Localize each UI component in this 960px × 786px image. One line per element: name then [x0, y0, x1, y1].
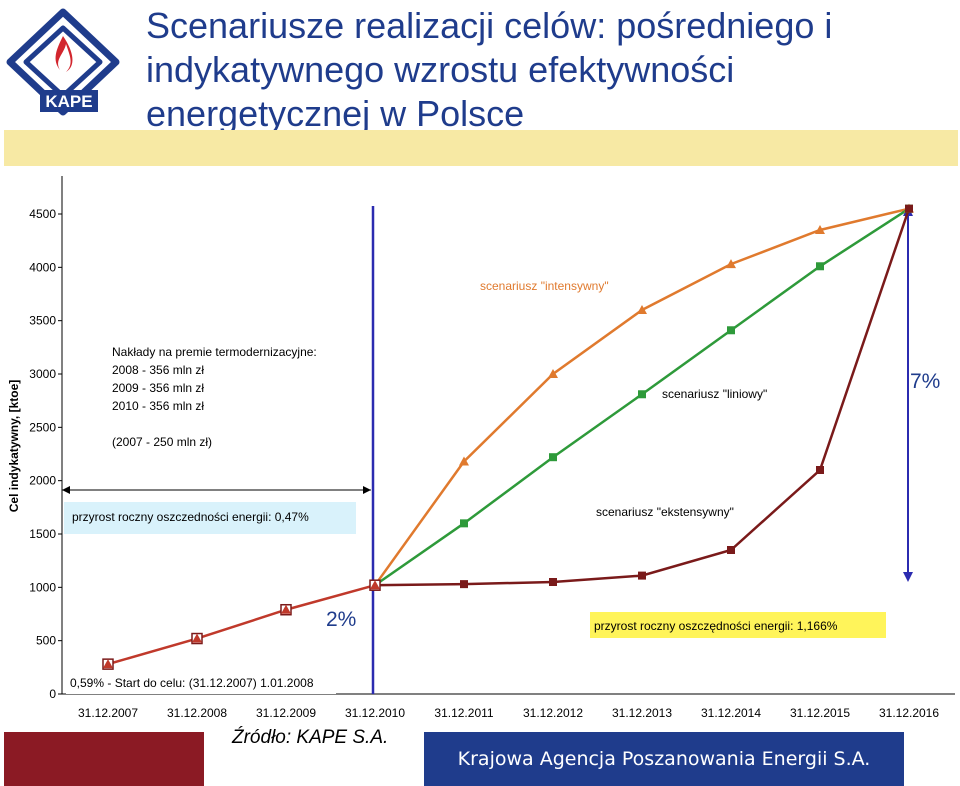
przyrost-1166-box: [590, 612, 886, 638]
logo-text: KAPE: [45, 92, 92, 111]
start-label: 0,59% - Start do celu: (31.12.2007) 1.01…: [70, 676, 314, 690]
x-tick-label: 31.12.2013: [612, 706, 672, 720]
title-underline-band: [4, 130, 958, 166]
arrow-left-icon: [62, 486, 70, 494]
intensywny-point: [815, 225, 825, 234]
y-tick-label: 1500: [29, 527, 56, 541]
ekstensywny-point: [727, 546, 735, 554]
x-tick-label: 31.12.2008: [167, 706, 227, 720]
arrow-down-icon: [903, 572, 913, 582]
series-lines: [107, 207, 911, 666]
ekstensywny-point: [905, 204, 913, 213]
two-percent-label: 2%: [326, 608, 356, 631]
efficiency-chart: 0 500 1000 1500 2000 2500 3000 3500 4000 4500 31.…: [7, 176, 955, 720]
x-tick-labels: 31.12.2007 31.12.2008 31.12.2009 31.12.2010…: [78, 706, 939, 720]
x-tick-label: 31.12.2014: [701, 706, 761, 720]
liniowy-point: [549, 453, 557, 462]
liniowy-point: [460, 519, 468, 528]
x-tick-label: 31.12.2010: [345, 706, 405, 720]
series-line-3: [107, 583, 376, 666]
ekstensywny-point: [549, 578, 557, 586]
premie-line: 2008 - 356 mln zł: [112, 363, 204, 377]
x-tick-label: 31.12.2007: [78, 706, 138, 720]
intensywny-point: [548, 369, 558, 378]
y-tick-label: 1000: [29, 580, 56, 594]
przyrost-047-box: [64, 502, 356, 534]
ekstensywny-point: [460, 580, 468, 589]
y-tick-label: 4000: [29, 260, 56, 274]
start-point-triangle: [192, 633, 202, 643]
x-tick-label: 31.12.2012: [523, 706, 583, 720]
liniowy-label: scenariusz "liniowy": [662, 387, 767, 401]
y-tick-label: 3000: [29, 367, 56, 381]
intensywny-label: scenariusz "intensywny": [480, 279, 609, 293]
chart-annotations: Nakłady na premie termodernizacyjne: 2008…: [70, 279, 940, 690]
intensywny-point: [726, 259, 736, 269]
page-title: Scenariusze realizacji celów: pośrednieg…: [146, 5, 833, 134]
y-tick-label: 2500: [29, 420, 56, 434]
liniowy-point: [638, 390, 646, 399]
premie-line: Nakłady na premie termodernizacyjne:: [112, 345, 317, 359]
premie-line: 2009 - 356 mln zł: [112, 381, 204, 395]
seven-percent-label: 7%: [910, 370, 940, 393]
chart-overlays: [62, 206, 913, 694]
footer-organization: Krajowa Agencja Poszanowania Energii S.A…: [424, 732, 904, 786]
x-tick-label: 31.12.2011: [434, 706, 493, 720]
source-note: Źródło: KAPE S.A.: [232, 727, 389, 748]
premie-line: (2007 - 250 mln zł): [112, 435, 212, 449]
przyrost-047-label: przyrost roczny oszczedności energii: 0,…: [72, 510, 309, 524]
y-tick-label: 0: [49, 687, 56, 701]
start-point-triangle: [103, 659, 113, 669]
y-tick-label: 500: [36, 634, 56, 648]
series-markers: [102, 203, 914, 670]
start-label-box: [66, 674, 336, 694]
footer-accent-bar: [4, 732, 204, 786]
start-point-triangle: [281, 604, 291, 614]
start-point-triangle: [370, 580, 380, 590]
intensywny-point: [637, 305, 647, 314]
y-tick-labels: 0 500 1000 1500 2000 2500 3000 3500 4000 4500: [29, 207, 62, 701]
logo-text-bg: [40, 90, 98, 112]
ekstensywny-point: [816, 466, 824, 474]
y-tick-label: 3500: [29, 314, 56, 328]
ekstensywny-point: [638, 571, 646, 580]
x-tick-label: 31.12.2015: [790, 706, 850, 720]
ekstensywny-label: scenariusz "ekstensywny": [596, 505, 734, 519]
y-tick-label: 4500: [29, 207, 56, 221]
kape-logo: KAPE: [6, 8, 120, 116]
liniowy-point: [816, 262, 824, 271]
x-tick-label: 31.12.2009: [256, 706, 316, 720]
arrow-right-icon: [363, 486, 371, 494]
liniowy-point: [727, 326, 735, 335]
x-tick-label: 31.12.2016: [879, 706, 939, 720]
intensywny-point: [459, 456, 469, 466]
przyrost-1166-label: przyrost roczny oszczędności energii: 1,…: [594, 619, 838, 633]
y-axis-label: Cel indykatywny, [ktoe]: [7, 380, 21, 512]
flame-icon: [55, 36, 73, 72]
y-tick-label: 2000: [29, 474, 56, 488]
premie-line: 2010 - 356 mln zł: [112, 399, 204, 413]
